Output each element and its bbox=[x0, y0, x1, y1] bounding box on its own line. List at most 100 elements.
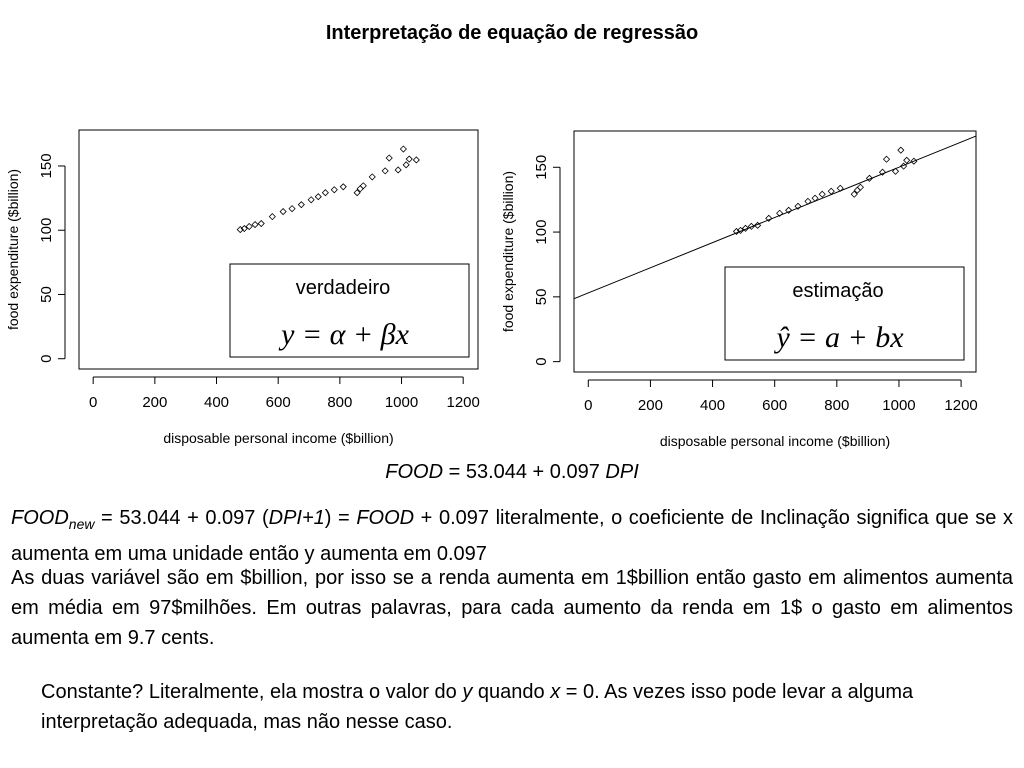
eq-lhs: FOOD bbox=[385, 461, 444, 483]
point bbox=[865, 174, 874, 182]
x-tick-label: 400 bbox=[204, 394, 229, 411]
point bbox=[741, 224, 750, 232]
x-axis-label: disposable personal income ($billion) bbox=[660, 433, 890, 449]
x-tick-label: 400 bbox=[700, 397, 725, 414]
text: = 0. As vezes isso pode levar a alguma i… bbox=[41, 681, 914, 733]
eq-rhs: DPI bbox=[605, 461, 639, 483]
y-tick-label: 0 bbox=[533, 357, 550, 365]
point bbox=[882, 155, 891, 163]
legend-formula: y = α + βx bbox=[278, 318, 409, 351]
point bbox=[288, 205, 296, 213]
point bbox=[910, 157, 918, 165]
point bbox=[900, 162, 908, 170]
point bbox=[736, 226, 745, 234]
x-tick-label: 800 bbox=[824, 397, 849, 414]
point bbox=[405, 155, 413, 163]
x-tick-label: 200 bbox=[638, 397, 663, 414]
point bbox=[353, 189, 361, 197]
text: y bbox=[462, 681, 473, 703]
y-axis-label: food expenditure ($billion) bbox=[500, 171, 516, 332]
point bbox=[240, 224, 248, 233]
point bbox=[385, 154, 393, 162]
point bbox=[811, 194, 819, 202]
legend-formula: ŷ = a + bx bbox=[773, 321, 904, 354]
point bbox=[307, 196, 315, 204]
paragraph: FOODnew = 53.044 + 0.097 (DPI+1) = FOOD … bbox=[11, 503, 1013, 569]
plot-box bbox=[78, 129, 479, 370]
x-tick-label: 1000 bbox=[385, 394, 418, 411]
point bbox=[251, 221, 259, 229]
point bbox=[399, 145, 407, 153]
text: x bbox=[550, 681, 561, 703]
y-tick-label: 0 bbox=[38, 355, 55, 363]
legend-title: verdadeiro bbox=[296, 277, 391, 299]
point bbox=[330, 186, 338, 194]
eq-middle: = 53.044 + 0.097 bbox=[448, 461, 600, 483]
y-tick-label: 50 bbox=[533, 289, 550, 306]
x-tick-label: 0 bbox=[89, 394, 97, 411]
text: FOOD bbox=[11, 507, 69, 529]
point bbox=[776, 209, 784, 217]
subscript: new bbox=[68, 516, 95, 532]
text: Constante? Literalmente, ela mostra o va… bbox=[41, 681, 463, 703]
point bbox=[359, 182, 367, 190]
point bbox=[268, 213, 276, 221]
x-tick-label: 600 bbox=[266, 394, 291, 411]
regression-line bbox=[573, 135, 977, 300]
point bbox=[257, 219, 265, 228]
y-tick-label: 50 bbox=[38, 286, 55, 303]
x-tick-label: 1200 bbox=[944, 397, 977, 414]
y-axis-label: food expenditure ($billion) bbox=[5, 169, 21, 330]
x-tick-label: 1000 bbox=[882, 397, 915, 414]
point bbox=[785, 206, 793, 214]
point bbox=[903, 156, 911, 164]
point bbox=[279, 208, 287, 216]
text: DPI+1 bbox=[268, 507, 325, 529]
point bbox=[836, 184, 844, 192]
point bbox=[878, 168, 887, 176]
x-tick-label: 0 bbox=[584, 397, 592, 414]
point bbox=[402, 161, 410, 169]
point bbox=[804, 197, 812, 205]
point bbox=[236, 226, 244, 234]
point bbox=[314, 193, 322, 201]
charts: 0 200 400 600 800 1000 1200050100150disposable… bbox=[5, 129, 978, 449]
point bbox=[794, 202, 802, 210]
text: FOOD bbox=[356, 507, 415, 529]
y-tick-label: 150 bbox=[38, 153, 55, 178]
point bbox=[732, 227, 741, 235]
legend-title: estimação bbox=[792, 280, 883, 302]
point bbox=[747, 222, 755, 230]
x-tick-label: 200 bbox=[142, 394, 167, 411]
point bbox=[850, 190, 858, 198]
point bbox=[412, 156, 420, 164]
text: ) = bbox=[324, 507, 357, 529]
y-tick-label: 100 bbox=[38, 218, 55, 243]
point bbox=[394, 166, 402, 174]
text: = 53.044 + 0.097 ( bbox=[94, 507, 269, 529]
equation: FOOD = 53.044 + 0.097 DPI bbox=[0, 457, 1024, 487]
point bbox=[245, 222, 253, 231]
y-tick-label: 100 bbox=[533, 220, 550, 245]
x-tick-label: 1200 bbox=[447, 394, 480, 411]
point bbox=[321, 189, 329, 197]
point bbox=[754, 221, 762, 229]
plot-box bbox=[573, 130, 977, 373]
point bbox=[897, 146, 905, 154]
legend-box bbox=[724, 266, 965, 361]
point bbox=[827, 187, 835, 195]
x-tick-label: 800 bbox=[327, 394, 352, 411]
point bbox=[856, 183, 864, 191]
x-axis-label: disposable personal income ($billion) bbox=[163, 430, 393, 446]
point bbox=[891, 167, 900, 175]
y-tick-label: 150 bbox=[533, 155, 550, 180]
paragraph: Constante? Literalmente, ela mostra o va… bbox=[41, 677, 991, 737]
point bbox=[765, 214, 773, 222]
text: quando bbox=[472, 681, 551, 703]
legend-box bbox=[229, 263, 470, 358]
text: + 0.097 literalmente, o coeficiente de I… bbox=[11, 507, 1013, 565]
point bbox=[381, 167, 389, 175]
point bbox=[368, 173, 376, 181]
point bbox=[818, 190, 826, 198]
